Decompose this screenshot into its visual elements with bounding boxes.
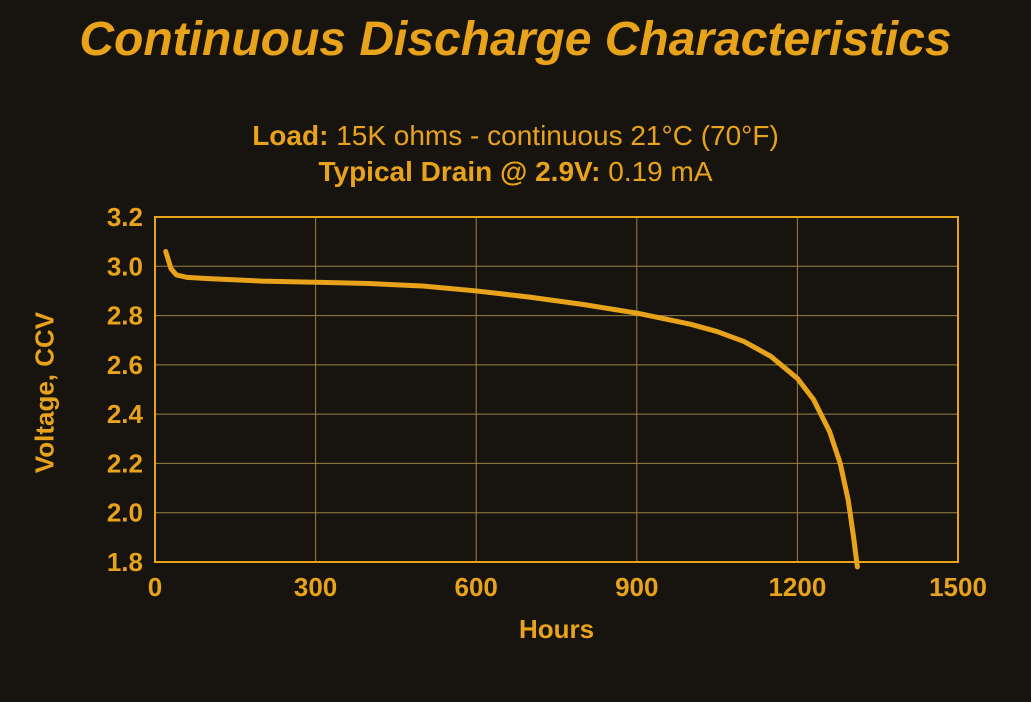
x-tick-label: 0: [148, 572, 162, 602]
plot-border: [155, 217, 958, 562]
y-tick-label: 2.2: [107, 448, 143, 478]
discharge-curve: [166, 252, 858, 567]
discharge-line-chart: 0 300 600 900 1200 1500 1.8 2.0 2.2 2.4 2.6 2.8 3.0 3…: [0, 0, 1031, 702]
x-tick-label: 300: [294, 572, 337, 602]
x-tick-label: 900: [615, 572, 658, 602]
y-tick-label: 2.0: [107, 498, 143, 528]
y-tick-label: 3.2: [107, 202, 143, 232]
y-tick-label: 3.0: [107, 251, 143, 281]
y-tick-label: 2.4: [107, 399, 144, 429]
y-tick-label: 2.8: [107, 301, 143, 331]
x-tick-label: 1200: [768, 572, 826, 602]
y-tick-label: 2.6: [107, 350, 143, 380]
chart-page: Continuous Discharge Characteristics Loa…: [0, 0, 1031, 702]
y-tick-label: 1.8: [107, 547, 143, 577]
x-tick-label: 1500: [929, 572, 987, 602]
x-axis-label: Hours: [155, 614, 958, 645]
x-tick-label: 600: [455, 572, 498, 602]
